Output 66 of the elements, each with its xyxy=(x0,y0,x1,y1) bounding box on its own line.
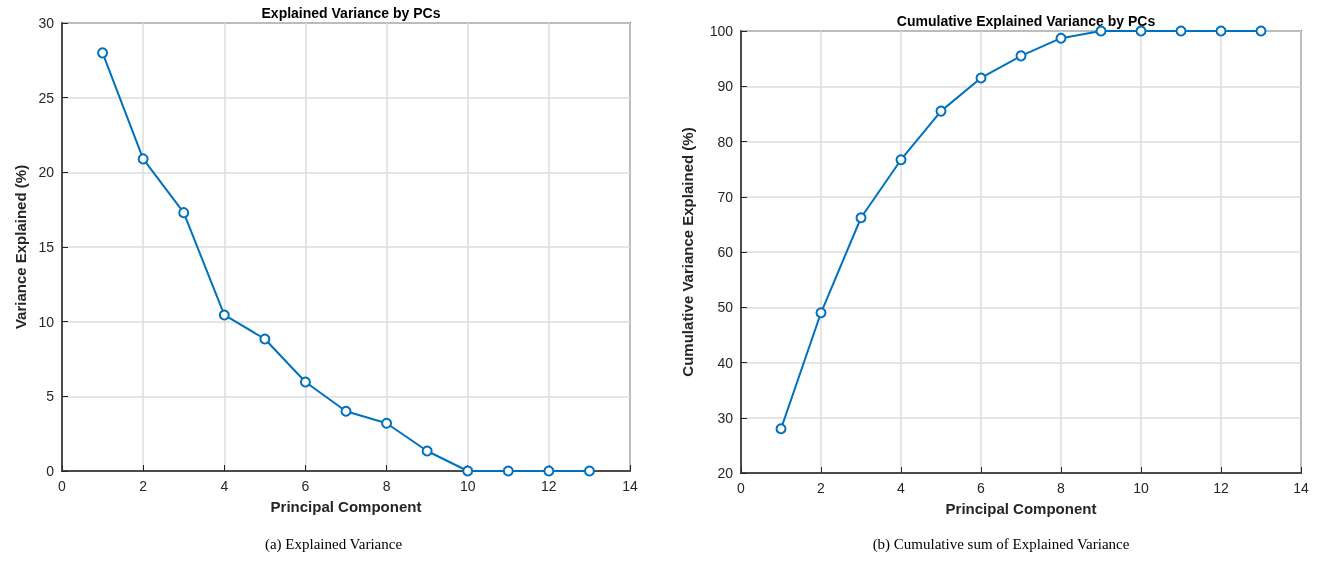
x-tick-label: 12 xyxy=(1213,480,1229,496)
text: (b) Cumulative sum of Explained Variance xyxy=(871,536,1131,553)
x-tick-label: 2 xyxy=(139,478,148,494)
point xyxy=(137,153,149,165)
x-axis-title: Principal Component xyxy=(270,498,422,515)
point xyxy=(1175,25,1187,37)
x-tick-label: 0 xyxy=(58,478,67,494)
y-tick-label: 70 xyxy=(717,188,734,205)
point xyxy=(583,465,595,477)
y-tick-label: 10 xyxy=(38,313,55,330)
y-tick-label: 30 xyxy=(717,409,734,426)
point xyxy=(815,307,827,319)
x-tick-label: 12 xyxy=(541,478,557,494)
y-tick-label: 15 xyxy=(38,239,55,255)
y-tick-label: 25 xyxy=(38,89,55,106)
y-tick-label: 40 xyxy=(717,354,734,371)
point xyxy=(259,333,271,345)
x-tick-label: 6 xyxy=(301,478,310,494)
y-tick-label: 80 xyxy=(717,133,734,150)
x-tick-label: 8 xyxy=(382,478,391,494)
x-axis-title: Principal Component xyxy=(945,500,1097,517)
point xyxy=(1215,25,1227,37)
y-tick-label: 50 xyxy=(717,299,734,316)
point xyxy=(975,72,987,84)
point xyxy=(421,445,433,457)
y-tick-label: 100 xyxy=(709,23,734,39)
x-tick-label: 0 xyxy=(737,480,746,496)
x-tick-label: 4 xyxy=(897,480,906,496)
text: (a) Explained Variance xyxy=(263,536,404,553)
y-tick-label: 20 xyxy=(38,164,55,181)
y-tick-label: 60 xyxy=(717,244,734,260)
point xyxy=(462,465,474,477)
point xyxy=(855,212,867,224)
point xyxy=(1135,25,1147,37)
x-tick-label: 14 xyxy=(622,478,638,494)
point xyxy=(218,309,230,321)
point xyxy=(178,207,190,219)
point xyxy=(381,417,393,429)
x-tick-label: 2 xyxy=(817,480,826,496)
point xyxy=(340,405,352,417)
point xyxy=(775,423,787,435)
x-tick-label: 10 xyxy=(459,478,476,494)
x-tick-label: 14 xyxy=(1293,480,1309,496)
x-tick-label: 8 xyxy=(1057,480,1066,496)
point xyxy=(543,465,555,477)
point xyxy=(97,47,109,59)
point xyxy=(895,154,907,166)
x-tick-label: 6 xyxy=(977,480,986,496)
point xyxy=(1055,32,1067,44)
point xyxy=(1255,25,1267,37)
y-tick-label: 5 xyxy=(46,388,55,405)
point xyxy=(502,465,514,477)
y-tick-label: 30 xyxy=(38,15,55,31)
x-tick-label: 4 xyxy=(220,478,229,494)
chart-title: Cumulative Explained Variance by PCs xyxy=(896,13,1156,29)
y-axis-title: Variance Explained (%) xyxy=(11,164,29,330)
y-axis-title: Cumulative Variance Explained (%) xyxy=(679,127,696,377)
point xyxy=(299,376,311,388)
y-tick-label: 20 xyxy=(717,465,734,481)
y-tick-label: 90 xyxy=(717,78,734,95)
y-tick-label: 0 xyxy=(46,463,55,479)
point xyxy=(1015,50,1027,62)
x-tick-label: 10 xyxy=(1133,480,1149,496)
chart-title: Explained Variance by PCs xyxy=(261,5,441,21)
point xyxy=(1095,25,1107,37)
point xyxy=(935,105,947,117)
